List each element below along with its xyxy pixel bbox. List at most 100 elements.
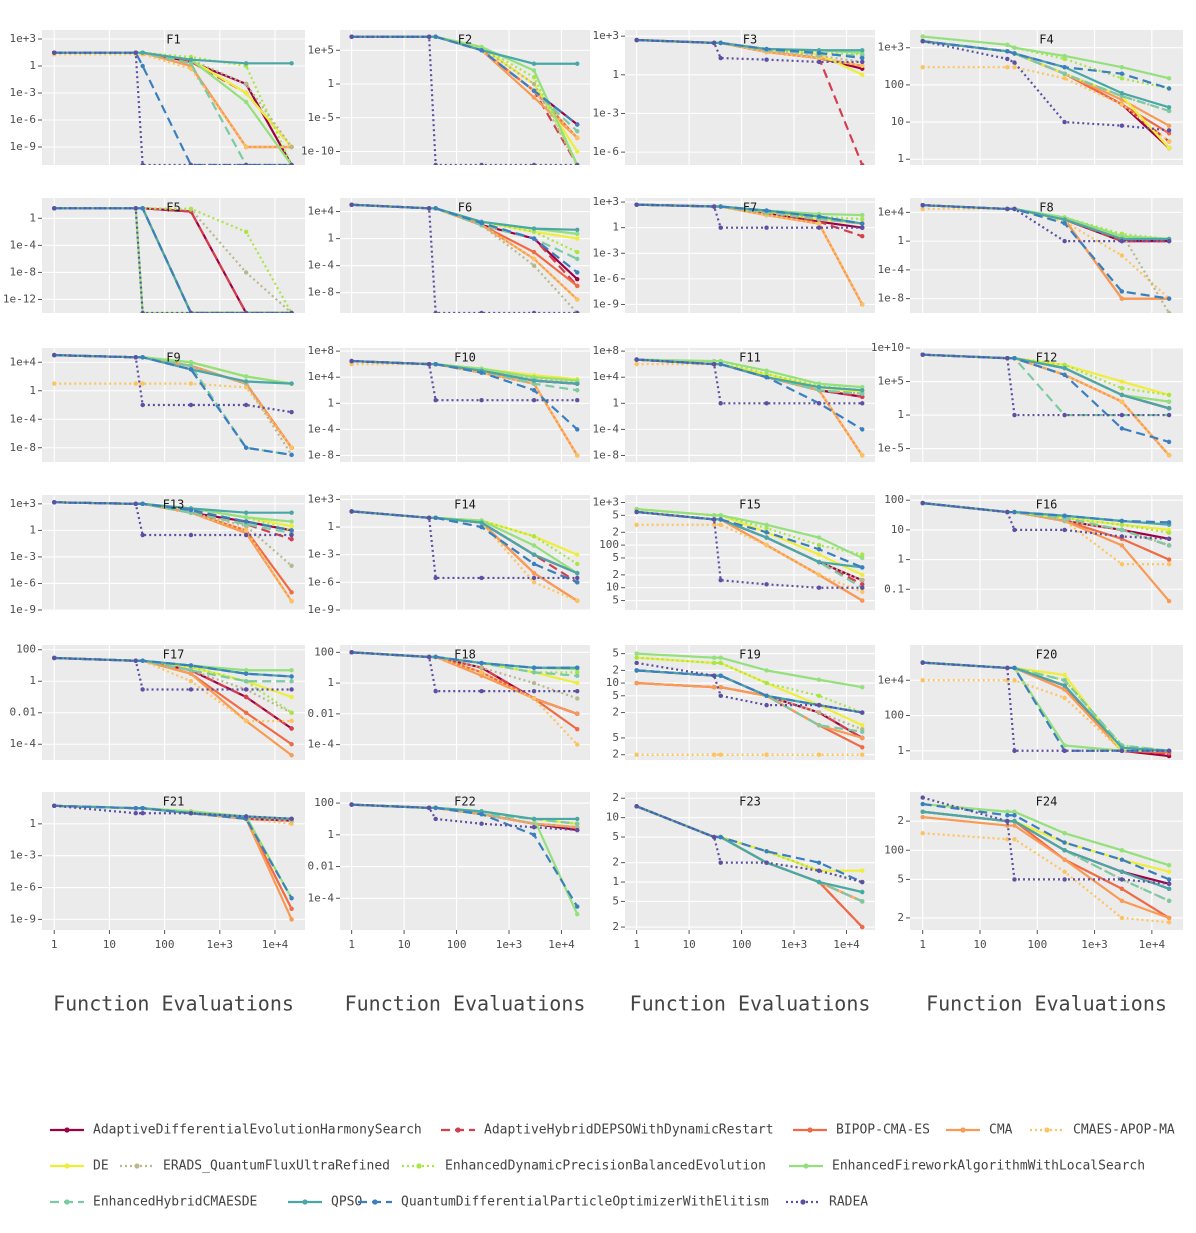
series-point: [575, 135, 580, 141]
lines: [634, 357, 865, 458]
legend-item: AdaptiveDifferentialEvolutionHarmonySear…: [50, 1123, 422, 1138]
series-point: [1166, 139, 1172, 144]
series-point: [816, 585, 822, 590]
series-point: [860, 552, 865, 557]
series-point: [575, 561, 580, 567]
series-point: [718, 517, 723, 522]
series-point: [860, 729, 865, 734]
series-point: [860, 582, 865, 587]
y-tick-label: 1: [327, 676, 334, 689]
series-point: [711, 361, 717, 367]
series-point: [426, 805, 432, 811]
series-point: [860, 899, 865, 904]
y-tick-label: 1: [897, 408, 904, 421]
series-point: [764, 368, 769, 373]
y-tick-label: 2: [897, 911, 904, 924]
series-point: [1166, 898, 1172, 904]
panel-title: F2: [458, 33, 472, 47]
series-point: [479, 670, 484, 675]
series-point: [718, 225, 723, 230]
series-point: [1012, 813, 1017, 818]
panel-title: F18: [454, 648, 476, 662]
x-tick-label: 1e+4: [1139, 938, 1166, 951]
series-point: [243, 61, 249, 66]
series-point: [433, 397, 438, 403]
lines: [920, 34, 1172, 151]
series-point: [860, 572, 865, 578]
series-point: [718, 522, 723, 527]
y-tick-label: 1e+8: [593, 344, 620, 357]
legend-label: BIPOP-CMA-ES: [836, 1123, 930, 1138]
series-point: [816, 535, 822, 540]
series-point: [1119, 543, 1125, 548]
series-point: [243, 694, 249, 700]
series-point: [289, 679, 294, 684]
series-point: [1166, 877, 1172, 882]
series-point: [920, 206, 925, 212]
x-axis-label: Function Evaluations: [630, 992, 871, 1016]
x-tick-label: 10: [682, 938, 695, 951]
series-point: [133, 805, 138, 811]
lines: [920, 352, 1172, 458]
series-point: [575, 904, 580, 909]
y-tick-label: 1e+4: [878, 673, 905, 686]
series-point: [1166, 748, 1172, 753]
series-point: [426, 515, 432, 521]
series-point: [289, 310, 294, 313]
y-tick-label: 1e-8: [878, 292, 905, 305]
series-point: [634, 651, 639, 656]
series-point: [133, 355, 138, 360]
series-point: [860, 555, 865, 561]
lines: [920, 795, 1172, 925]
y-tick-label: 2: [612, 706, 619, 719]
x-tick-label: 1e+3: [207, 938, 234, 951]
series-point: [289, 510, 294, 515]
x-tick-label: 100: [1027, 938, 1047, 951]
series-point: [52, 50, 57, 55]
legend-label: EnhancedFireworkAlgorithmWithLocalSearch: [832, 1159, 1145, 1174]
series-point: [289, 674, 294, 679]
series-point: [1166, 557, 1172, 562]
panel-title: F12: [1036, 351, 1058, 365]
series-point: [531, 816, 537, 822]
panel: 1 10 100 1e+3 1e+4 1 1e-3 1e-6 1e-9 F21: [10, 792, 305, 951]
series-point: [575, 270, 580, 275]
series-point: [764, 702, 769, 708]
y-tick-label: 1e-5: [878, 442, 905, 455]
y-tick-label: 1e-6: [10, 113, 37, 126]
series-point: [289, 718, 294, 724]
series-point: [816, 860, 822, 865]
series-point: [140, 532, 145, 538]
series-point: [479, 220, 484, 226]
legend-dot: [134, 1163, 140, 1169]
legend-dot: [807, 1127, 813, 1133]
series-point: [1119, 886, 1125, 891]
series-point: [140, 402, 145, 408]
series-point: [860, 72, 865, 78]
lines: [634, 506, 865, 603]
series-point: [718, 684, 723, 690]
series-point: [634, 668, 639, 673]
series-point: [52, 655, 57, 661]
series-point: [1166, 76, 1172, 81]
series-point: [188, 206, 194, 212]
series-point: [243, 374, 249, 379]
series-point: [1005, 665, 1010, 671]
series-point: [816, 50, 822, 56]
series-point: [243, 814, 249, 819]
panel-background: [625, 198, 875, 313]
series-point: [764, 582, 769, 587]
series-point: [349, 34, 354, 39]
series-point: [479, 665, 484, 670]
series-point: [1062, 372, 1067, 378]
y-tick-label: 1e+5: [878, 375, 905, 388]
series-point: [531, 665, 537, 670]
series-point: [1005, 809, 1010, 814]
series-point: [433, 688, 438, 694]
series-point: [816, 214, 822, 219]
panel-background: [910, 348, 1183, 462]
series-point: [531, 226, 537, 231]
series-line: [54, 51, 292, 65]
series-point: [52, 803, 57, 809]
panel: 1e+4 1 1e-4 1e-8 F6: [308, 198, 590, 313]
